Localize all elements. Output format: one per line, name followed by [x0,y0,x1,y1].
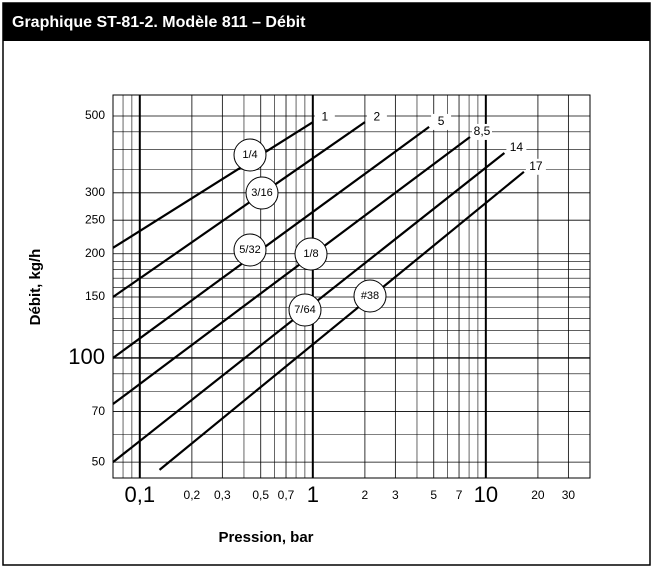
x-tick-label: 0,1 [125,482,156,507]
series-line [112,136,471,405]
annotation: 5/32 [239,244,260,256]
annotation-circle [233,138,267,172]
x-tick-label: 3 [392,488,399,502]
y-tick-label: 70 [92,404,106,418]
annotation-circle [353,279,387,313]
x-tick-label: 1 [307,482,319,507]
x-axis-label: Pression, bar [218,529,313,546]
series-label: 1 [321,109,328,123]
x-tick-label: 10 [474,482,498,507]
series-label-bg [472,123,493,140]
y-axis-label: Débit, kg/h [27,249,44,326]
series-label-bg [431,113,452,130]
annotation-circle [233,233,267,267]
series-line [112,126,430,359]
y-tick-label: 300 [85,185,105,199]
series-label: 5 [438,114,445,128]
y-tick-label: 500 [85,108,105,122]
series-label-bg [506,139,527,156]
annotation: 3/16 [251,187,272,199]
x-tick-label: 20 [531,488,545,502]
series-label: 2 [374,109,381,123]
series-label-bg [525,158,546,175]
annotation: #38 [361,290,379,302]
x-tick-label: 0,5 [252,488,269,502]
chart-title: Graphique ST-81-2. Modèle 811 – Débit [12,14,306,31]
y-tick-label: 250 [85,212,105,226]
plot-frame [112,94,591,479]
annotation-circle [288,293,322,327]
series-label: 8,5 [474,124,491,138]
y-tick-label: 200 [85,246,105,260]
x-tick-label: 0,7 [278,488,295,502]
series-label: 14 [510,140,524,154]
y-tick-label: 150 [85,289,105,303]
series-label-bg [366,109,387,126]
x-tick-label: 7 [456,488,463,502]
annotation: 1/4 [242,149,257,161]
series-line [112,121,366,298]
x-tick-label: 0,3 [214,488,231,502]
series-line [112,121,314,249]
header [3,3,650,41]
annotation-circle [294,237,328,271]
x-tick-label: 5 [430,488,437,502]
annotation: 7/64 [294,304,315,316]
x-tick-label: 2 [362,488,369,502]
x-tick-label: 0,2 [184,488,201,502]
series-label-bg [314,109,335,126]
x-tick-label: 30 [562,488,576,502]
y-tick-label: 100 [68,344,105,369]
annotation: 1/8 [303,248,318,260]
annotation-circle [245,176,279,210]
series-label: 17 [529,159,543,173]
series-line [158,170,525,471]
frame [2,2,651,566]
y-tick-label: 50 [92,454,106,468]
